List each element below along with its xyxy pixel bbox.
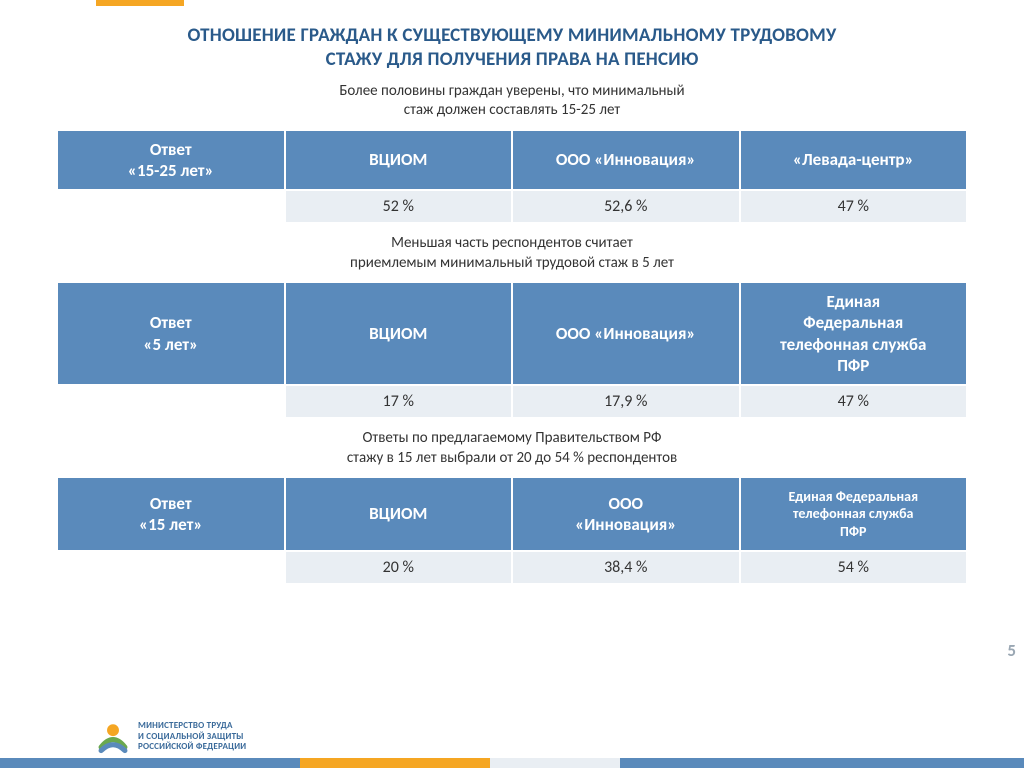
footer: МИНИСТЕРСТВО ТРУДА И СОЦИАЛЬНОЙ ЗАЩИТЫ Р… — [0, 718, 1024, 768]
subtitle-line: Более половины граждан уверены, что мини… — [339, 82, 684, 100]
subtitle-line: Меньшая часть респондентов считает — [391, 234, 633, 252]
td-value: 17 % — [286, 386, 512, 417]
td-value: 47 % — [741, 191, 967, 222]
td-blank — [58, 191, 284, 222]
footer-bar-segment — [300, 758, 490, 768]
subtitle-line: стаж должен составлять 15-25 лет — [404, 101, 620, 119]
th-innovacia: ООО«Инновация» — [513, 478, 739, 550]
td-value: 17,9 % — [513, 386, 739, 417]
subtitle-line: приемлемым минимальный трудовой стаж в 5… — [350, 254, 674, 272]
slide-content: ОТНОШЕНИЕ ГРАЖДАН К СУЩЕСТВУЮЩЕМУ МИНИМА… — [0, 0, 1024, 585]
td-value: 38,4 % — [513, 552, 739, 583]
th-answer: Ответ«5 лет» — [58, 283, 284, 384]
table-data-row: 20 % 38,4 % 54 % — [58, 552, 966, 583]
table-header-row: Ответ«15 лет» ВЦИОМ ООО«Инновация» Едина… — [58, 478, 966, 550]
table-data-row: 17 % 17,9 % 47 % — [58, 386, 966, 417]
main-title: ОТНОШЕНИЕ ГРАЖДАН К СУЩЕСТВУЮЩЕМУ МИНИМА… — [56, 24, 968, 72]
footer-logo: МИНИСТЕРСТВО ТРУДА И СОЦИАЛЬНОЙ ЗАЩИТЫ Р… — [96, 720, 246, 754]
th-vciom: ВЦИОМ — [286, 131, 512, 190]
td-value: 54 % — [741, 552, 967, 583]
td-value: 47 % — [741, 386, 967, 417]
td-blank — [58, 386, 284, 417]
table-header-row: Ответ«15-25 лет» ВЦИОМ ООО «Инновация» «… — [58, 131, 966, 190]
footer-bar-segment — [0, 758, 300, 768]
page-number: 5 — [1007, 640, 1016, 661]
td-value: 52 % — [286, 191, 512, 222]
footer-bar-segment — [490, 758, 620, 768]
table-section1: Ответ«15-25 лет» ВЦИОМ ООО «Инновация» «… — [56, 129, 968, 225]
th-innovacia: ООО «Инновация» — [513, 283, 739, 384]
footer-logo-text: МИНИСТЕРСТВО ТРУДА И СОЦИАЛЬНОЙ ЗАЩИТЫ Р… — [138, 721, 246, 752]
section2-subtitle: Меньшая часть респондентов считает прием… — [56, 234, 968, 273]
table-section3: Ответ«15 лет» ВЦИОМ ООО«Инновация» Едина… — [56, 476, 968, 585]
th-innovacia: ООО «Инновация» — [513, 131, 739, 190]
subtitle-line: Ответы по предлагаемому Правительством Р… — [362, 429, 661, 447]
th-answer: Ответ«15-25 лет» — [58, 131, 284, 190]
table-section2: Ответ«5 лет» ВЦИОМ ООО «Инновация» Едина… — [56, 281, 968, 419]
th-pfr: ЕдинаяФедеральнаятелефонная службаПФР — [741, 283, 967, 384]
title-line2: СТАЖУ ДЛЯ ПОЛУЧЕНИЯ ПРАВА НА ПЕНСИЮ — [326, 48, 699, 71]
td-blank — [58, 552, 284, 583]
section1-subtitle: Более половины граждан уверены, что мини… — [56, 82, 968, 121]
th-levada: «Левада-центр» — [741, 131, 967, 190]
table-data-row: 52 % 52,6 % 47 % — [58, 191, 966, 222]
title-line1: ОТНОШЕНИЕ ГРАЖДАН К СУЩЕСТВУЮЩЕМУ МИНИМА… — [188, 24, 837, 47]
ministry-logo-icon — [96, 720, 130, 754]
th-vciom: ВЦИОМ — [286, 283, 512, 384]
top-accent-bar — [96, 0, 184, 6]
footer-color-bar — [0, 758, 1024, 768]
td-value: 52,6 % — [513, 191, 739, 222]
th-pfr: Единая Федеральнаятелефонная службаПФР — [741, 478, 967, 550]
section3-subtitle: Ответы по предлагаемому Правительством Р… — [56, 429, 968, 468]
td-value: 20 % — [286, 552, 512, 583]
footer-bar-segment — [620, 758, 1024, 768]
table-header-row: Ответ«5 лет» ВЦИОМ ООО «Инновация» Едина… — [58, 283, 966, 384]
th-answer: Ответ«15 лет» — [58, 478, 284, 550]
subtitle-line: стажу в 15 лет выбрали от 20 до 54 % рес… — [347, 449, 677, 467]
th-vciom: ВЦИОМ — [286, 478, 512, 550]
